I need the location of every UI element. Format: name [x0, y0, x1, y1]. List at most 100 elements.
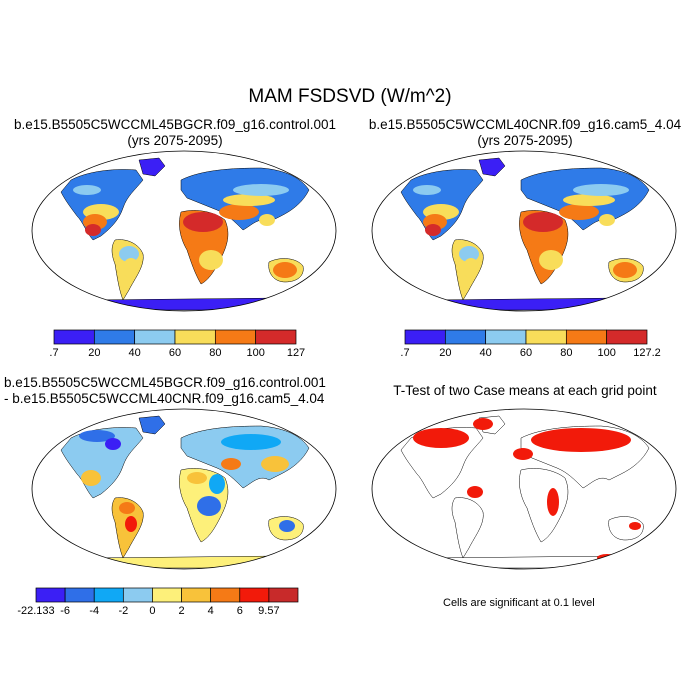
field-patch	[105, 438, 121, 450]
field-patch	[531, 428, 631, 452]
continent-antarctica	[422, 297, 628, 311]
panel-title-line: (yrs 2075-2095)	[127, 133, 223, 148]
map-case2	[371, 150, 677, 312]
field-patch	[559, 204, 599, 220]
field-patch	[197, 496, 221, 516]
field-patch	[79, 430, 115, 442]
colorbar-box	[214, 329, 257, 345]
map-case1	[31, 150, 337, 312]
colorbar-tick-label: 60	[519, 347, 533, 359]
colorbar-tick-label: 0	[149, 605, 156, 617]
panel-title-line: b.e15.B5505C5WCCML40CNR.f09_g16.cam5_4.0…	[368, 117, 682, 132]
map-frame	[31, 150, 337, 312]
colorbar-tick-label: 9.57	[258, 605, 280, 617]
colorbar-tick-label: 100	[597, 347, 616, 359]
colorbar-box	[565, 329, 608, 345]
continent-antarctica	[82, 555, 288, 569]
map-frame	[371, 408, 677, 570]
colorbar-box	[134, 329, 176, 345]
map-frame	[371, 150, 677, 312]
field-patch	[233, 184, 289, 196]
colorbar-box	[606, 329, 648, 345]
panel-title-line: (yrs 2075-2095)	[477, 133, 573, 148]
panel-title-line: - b.e15.B5505C5WCCML40CNR.f09_g16.cam5_4…	[4, 391, 325, 406]
colorbar-tick-label: 20	[88, 347, 101, 359]
continent-africa	[519, 468, 569, 543]
map-difference	[31, 408, 337, 570]
significance-note: Cells are significant at 0.1 level	[443, 597, 595, 609]
panel-title-line: b.e15.B5505C5WCCML45BGCR.f09_g16.control…	[4, 375, 326, 390]
field-patch	[199, 250, 223, 270]
field-patch	[629, 522, 641, 530]
field-patch	[219, 204, 259, 220]
panel-title-difference: b.e15.B5505C5WCCML45BGCR.f09_g16.control…	[4, 375, 326, 407]
field-patch	[85, 224, 101, 236]
field-patch	[221, 458, 241, 470]
colorbar-tick-label: -22.133	[17, 605, 55, 617]
panel-title-case2: b.e15.B5505C5WCCML40CNR.f09_g16.cam5_4.0…	[350, 117, 700, 149]
field-patch	[467, 486, 483, 498]
main-title: MAM FSDSVD (W/m^2)	[248, 86, 452, 107]
colorbar-tick-label: .7	[49, 347, 59, 359]
field-patch	[119, 502, 135, 514]
colorbar-box	[268, 587, 299, 603]
colorbar-box	[239, 587, 270, 603]
colorbar-tick-label: 127.2	[633, 347, 661, 359]
field-patch	[125, 516, 137, 532]
colorbar-box	[210, 587, 241, 603]
field-patch	[223, 194, 275, 206]
field-patch	[523, 212, 563, 232]
field-patch	[539, 250, 563, 270]
colorbar-box	[404, 329, 446, 345]
colorbar-tick-label: 40	[479, 347, 492, 359]
panel-title-line: b.e15.B5505C5WCCML45BGCR.f09_g16.control…	[14, 117, 336, 132]
field-patch	[563, 194, 615, 206]
colorbar-box	[174, 329, 216, 345]
field-patch	[221, 434, 281, 450]
field-patch	[209, 474, 225, 494]
colorbar-tick-label: -2	[118, 605, 129, 617]
panel-title-ttest: T-Test of two Case means at each grid po…	[350, 383, 700, 399]
colorbar-box	[35, 587, 66, 603]
field-patch	[531, 232, 559, 252]
colorbar-case2	[404, 329, 648, 345]
field-patch	[547, 488, 559, 516]
colorbar-tick-label: 100	[246, 347, 265, 359]
field-patch	[425, 224, 441, 236]
colorbar-tick-label: -4	[89, 605, 100, 617]
colorbar-tick-label: 2	[178, 605, 185, 617]
continent-northAmerica	[60, 427, 144, 499]
colorbar-box	[64, 587, 95, 603]
colorbar-tick-label: 40	[128, 347, 141, 359]
colorbar-box	[152, 587, 182, 603]
colorbar-box	[53, 329, 95, 345]
field-patch	[261, 456, 289, 472]
colorbar-box	[122, 587, 153, 603]
field-patch	[81, 470, 101, 486]
colorbar-tick-label: -6	[60, 605, 70, 617]
field-patch	[191, 232, 219, 252]
colorbar-tick-label: .7	[400, 347, 410, 359]
colorbar-tick-label: 60	[168, 347, 182, 359]
field-patch	[599, 214, 615, 226]
colorbar-box	[444, 329, 487, 345]
field-patch	[413, 428, 469, 448]
continent-greenland	[478, 157, 506, 177]
field-patch	[473, 418, 493, 430]
field-patch	[279, 520, 295, 532]
field-patch	[119, 246, 139, 262]
map-frame	[31, 408, 337, 570]
field-patch	[573, 184, 629, 196]
colorbar-difference	[35, 587, 299, 603]
continent-antarctica	[422, 555, 628, 569]
colorbar-case1	[53, 329, 297, 345]
colorbar-box	[525, 329, 567, 345]
colorbar-box	[181, 587, 212, 603]
colorbar-tick-label: 127	[286, 347, 306, 359]
map-ttest	[371, 408, 677, 570]
field-patch	[73, 185, 101, 195]
continent-southAmerica	[451, 497, 484, 559]
field-patch	[259, 214, 275, 226]
colorbar-box	[93, 329, 136, 345]
colorbar-tick-label: 6	[236, 605, 243, 617]
